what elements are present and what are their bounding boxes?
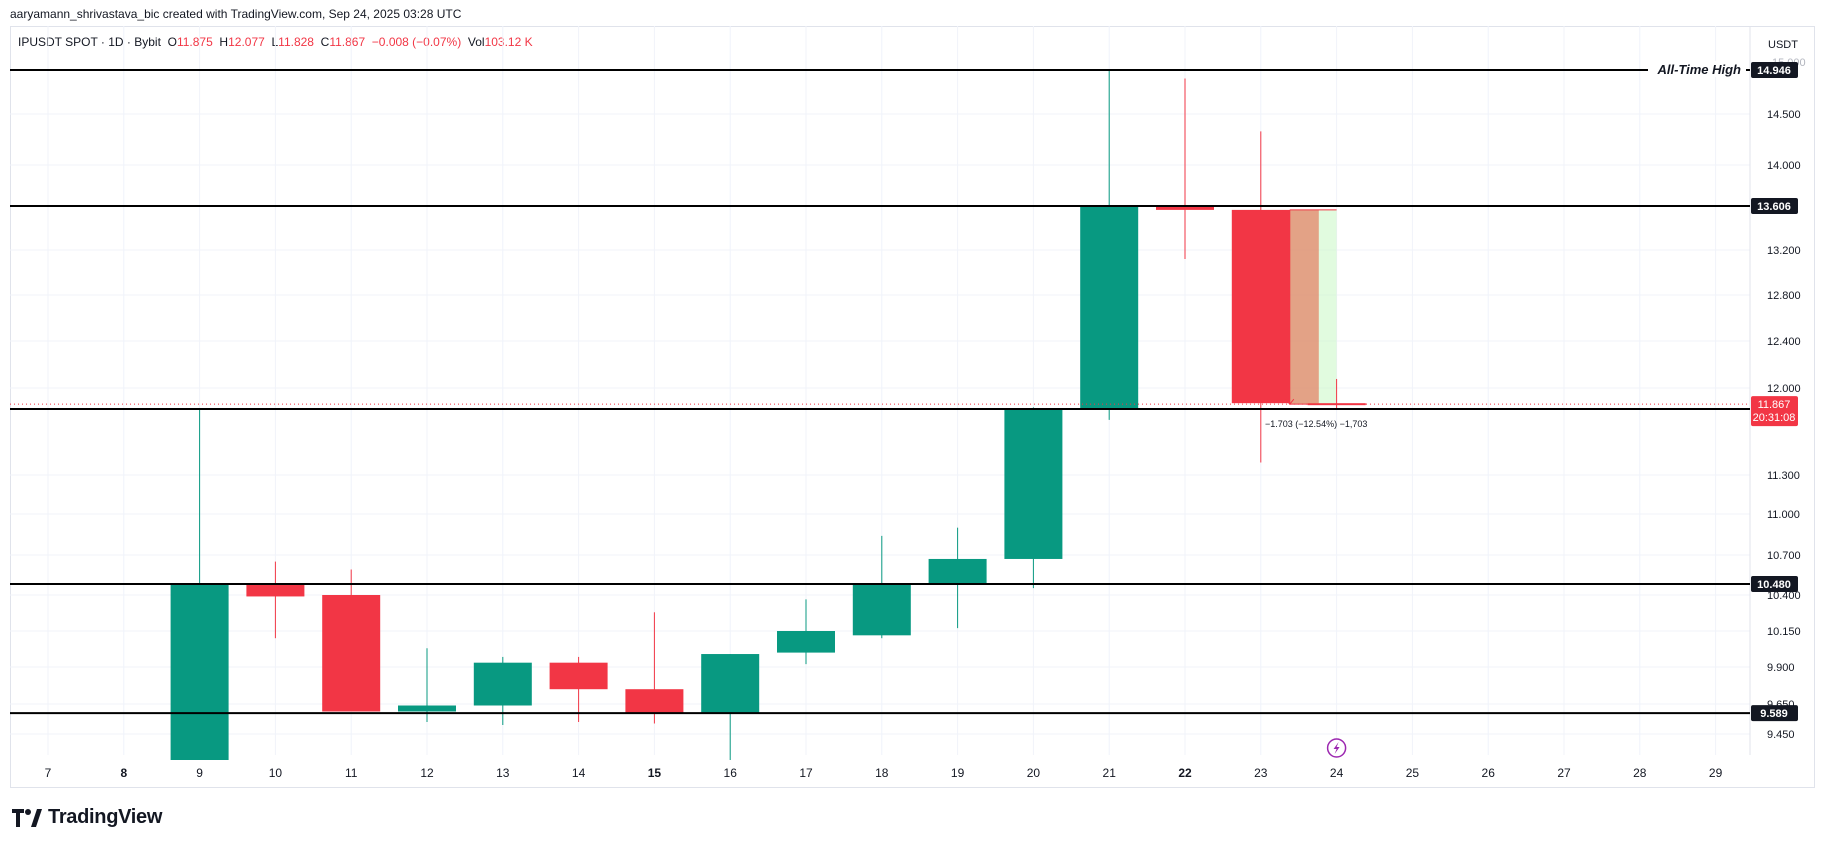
x-tick-label: 24 <box>1330 766 1344 780</box>
level-tag-label: 9.589 <box>1760 708 1788 720</box>
low-label: L <box>271 35 279 49</box>
y-tick-label: 10.400 <box>1767 590 1801 602</box>
y-tick-label: 12.000 <box>1767 383 1801 395</box>
current-price-label: 11.867 <box>1758 399 1791 411</box>
x-tick-label: 15 <box>648 766 662 780</box>
y-tick-label: 12.800 <box>1767 290 1801 302</box>
open-label: O <box>167 35 177 49</box>
x-tick-label: 7 <box>45 766 52 780</box>
x-tick-label: 25 <box>1406 766 1420 780</box>
candle-body <box>170 584 229 760</box>
x-tick-label: 13 <box>496 766 510 780</box>
y-tick-label: 14.500 <box>1767 109 1801 121</box>
y-tick-label: 9.900 <box>1767 662 1795 674</box>
y-tick-label: 13.200 <box>1767 245 1801 257</box>
volume-label: Vol <box>467 35 485 49</box>
x-tick-label: 22 <box>1178 766 1192 780</box>
change-value: −0.008 (−0.07%) <box>371 35 462 49</box>
candle-body <box>1156 206 1214 210</box>
candle-body <box>928 558 987 584</box>
x-tick-label: 29 <box>1709 766 1723 780</box>
x-tick-label: 16 <box>724 766 738 780</box>
level-tag <box>1751 576 1798 592</box>
candle-body <box>701 654 760 713</box>
x-tick-label: 20 <box>1027 766 1041 780</box>
candle-body <box>549 662 608 690</box>
candle-body <box>322 595 381 712</box>
level-note-bg <box>1648 61 1746 77</box>
level-tag-label: 13.606 <box>1757 201 1791 213</box>
high-value: 12.077 <box>228 35 265 49</box>
y-tick-label: 11.300 <box>1767 470 1800 482</box>
level-tag <box>1751 705 1798 722</box>
level-note: All-Time High <box>1656 62 1741 77</box>
x-tick-label: 19 <box>951 766 965 780</box>
measure-overlay <box>1289 209 1319 405</box>
y-tick-label: 11.000 <box>1767 509 1800 521</box>
candle-body <box>246 584 305 597</box>
y-tick-label: 10.150 <box>1767 626 1801 638</box>
x-tick-label: 9 <box>196 766 203 780</box>
countdown-label: 20:31:08 <box>1753 412 1796 424</box>
low-value: 11.828 <box>278 35 314 49</box>
candle-body <box>398 705 456 712</box>
level-tag <box>1751 198 1798 214</box>
x-tick-label: 18 <box>875 766 889 780</box>
x-tick-label: 23 <box>1254 766 1268 780</box>
candle-body <box>852 584 911 636</box>
x-tick-label: 26 <box>1482 766 1496 780</box>
tradingview-logo-icon <box>12 808 42 827</box>
chart-frame <box>10 26 1815 788</box>
level-tag <box>1751 62 1798 78</box>
close-value: 11.867 <box>329 35 366 49</box>
symbol-title[interactable]: IPUSDT SPOT · 1D · Bybit <box>18 35 161 49</box>
x-tick-label: 14 <box>572 766 586 780</box>
currency-label: USDT <box>1768 39 1798 51</box>
x-tick-label: 21 <box>1103 766 1117 780</box>
x-tick-label: 17 <box>799 766 813 780</box>
candle-body <box>1231 209 1290 404</box>
y-tick-label: 10.700 <box>1767 550 1801 562</box>
chart-credit: aaryamann_shrivastava_bic created with T… <box>10 7 462 21</box>
y-tick-label: 9.450 <box>1767 729 1795 741</box>
candle-body <box>625 689 684 713</box>
x-tick-label: 11 <box>345 766 358 780</box>
open-value: 11.875 <box>176 35 213 49</box>
x-tick-label: 8 <box>120 766 127 780</box>
tradingview-brand[interactable]: TradingView <box>12 806 162 829</box>
brand-name: TradingView <box>48 806 163 828</box>
x-tick-label: 10 <box>269 766 283 780</box>
x-tick-label: 28 <box>1633 766 1647 780</box>
measure-arrow-icon <box>1285 398 1295 405</box>
close-label: C <box>320 35 330 49</box>
lightning-glyph <box>1333 742 1340 754</box>
x-tick-label: 27 <box>1557 766 1571 780</box>
symbol-legend: IPUSDT SPOT · 1D · Bybit O 11.875 H 12.077… <box>18 35 533 49</box>
y-tick-label: 14.000 <box>1767 160 1801 172</box>
candle-body <box>777 631 835 653</box>
candle-body <box>473 662 532 706</box>
candle-body <box>1080 206 1139 409</box>
candle-body <box>1004 408 1063 559</box>
y-tick-label: 12.400 <box>1767 336 1801 348</box>
x-tick-label: 12 <box>420 766 434 780</box>
high-label: H <box>219 35 229 49</box>
measure-label: −1.703 (−12.54%) −1,703 <box>1265 419 1367 429</box>
current-price-tag <box>1751 396 1798 427</box>
level-tag-label: 14.946 <box>1757 65 1791 77</box>
level-tag-label: 10.480 <box>1757 579 1791 591</box>
price-chart[interactable]: 9.4509.6509.90010.15010.40010.70011.0001… <box>0 0 1825 790</box>
